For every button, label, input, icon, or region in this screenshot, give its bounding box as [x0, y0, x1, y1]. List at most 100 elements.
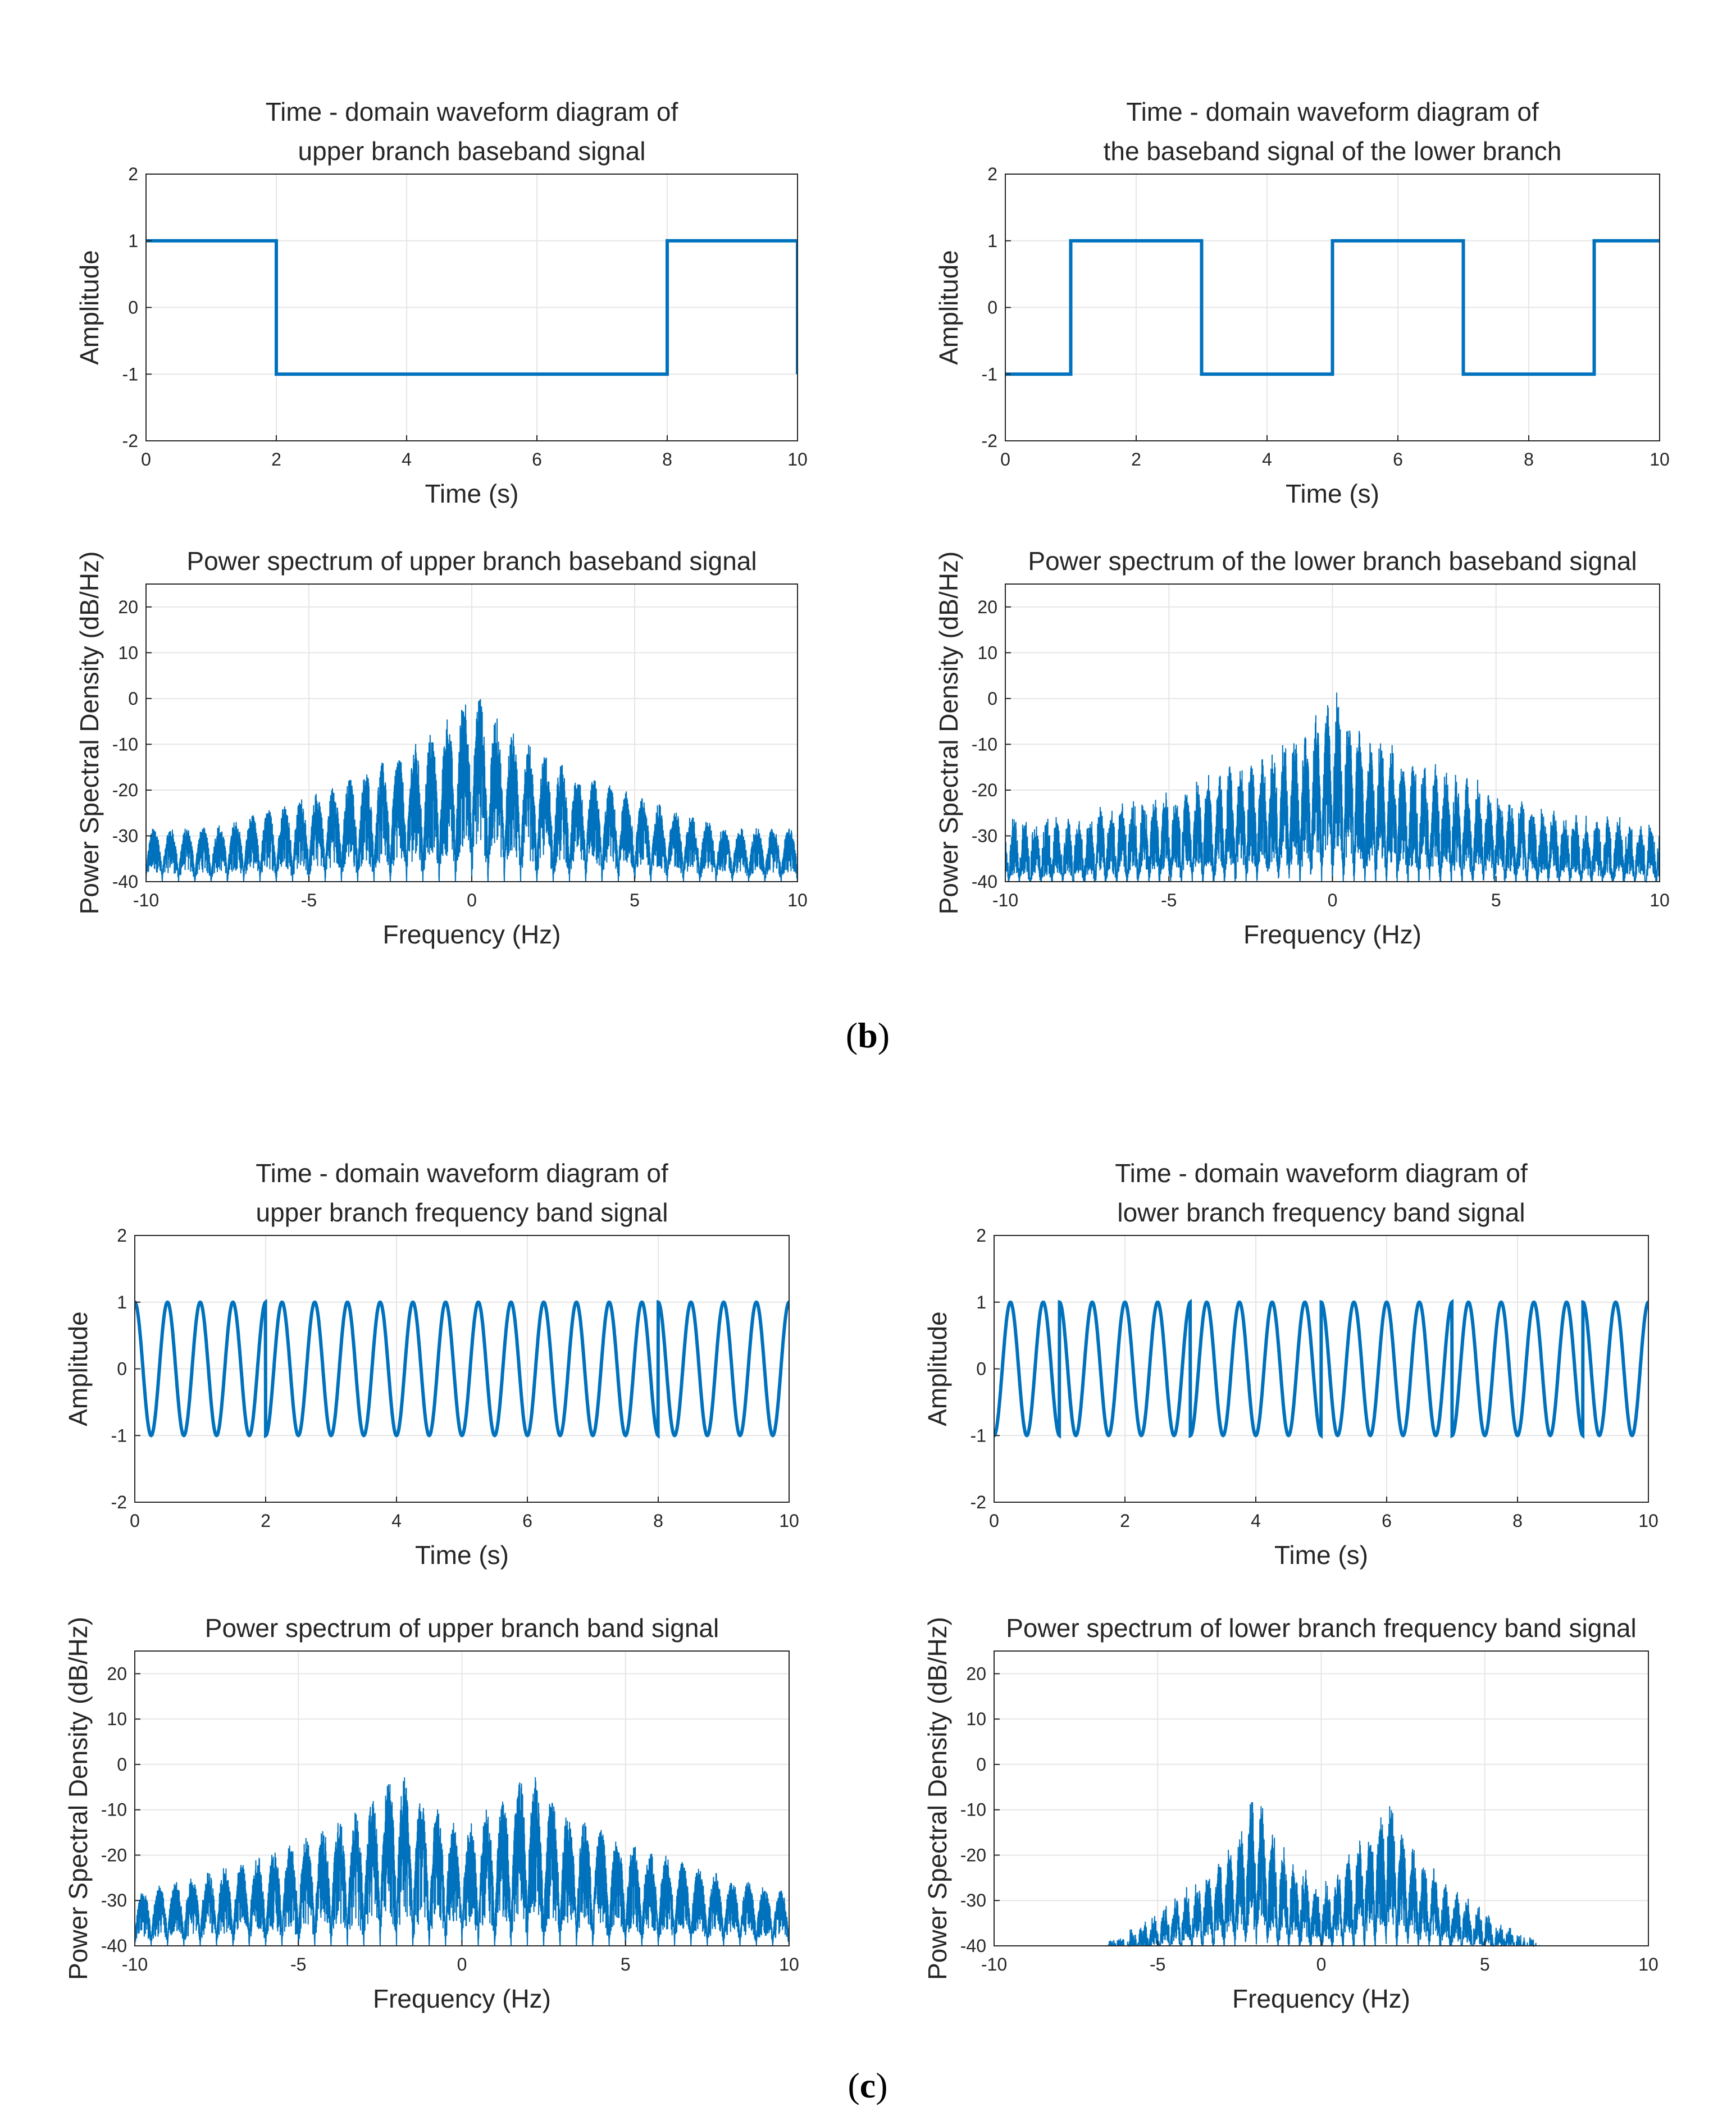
panel-c-upper-time: 0 2 4 6 8 10 -2 -1 0 1 2 Time (s) Amplitude Time - do…	[63, 1159, 799, 1570]
x-tick-label: 5	[1491, 890, 1501, 910]
y-tick-label: -2	[122, 431, 138, 451]
y-tick-label: 1	[976, 1292, 986, 1312]
y-tick-label: 0	[987, 298, 997, 318]
y-axis-label: Power Spectral Density (dB/Hz)	[75, 551, 104, 915]
chart-title-line: Time - domain waveform diagram of	[256, 1159, 668, 1188]
x-tick-label: 10	[779, 1954, 799, 1974]
panel-c-lower-psd: -10 -5 0 5 10 -40 -30 -20 -10 0 10 20 Frequency (Hz)…	[923, 1613, 1658, 2013]
panel-b-lower-time: 0 2 4 6 8 10 -2 -1 0 1 2 Time (s) Amplitude Time - do…	[934, 97, 1670, 508]
chart-title-line: upper branch baseband signal	[298, 136, 646, 166]
x-tick-label: 4	[402, 449, 412, 469]
x-tick-label: 2	[1131, 449, 1141, 469]
y-tick-label: 2	[987, 164, 997, 184]
y-tick-label: 10	[966, 1709, 986, 1729]
y-tick-label: 2	[117, 1225, 127, 1246]
y-axis-label: Amplitude	[934, 250, 963, 365]
chart-title-line: Power spectrum of the lower branch baseb…	[1028, 546, 1637, 576]
y-tick-label: -1	[982, 364, 997, 384]
x-tick-label: 6	[1382, 1511, 1392, 1531]
y-tick-label: -10	[112, 734, 138, 754]
psd-trace	[1005, 692, 1660, 883]
chart-title-line: Power spectrum of upper branch band sign…	[205, 1613, 719, 1643]
chart-title-line: Time - domain waveform diagram of	[1126, 97, 1539, 126]
y-tick-label: -40	[972, 872, 997, 892]
y-tick-label: 0	[128, 688, 138, 709]
x-tick-label: 8	[1524, 449, 1534, 469]
y-tick-label: 1	[987, 231, 997, 251]
y-tick-label: 10	[107, 1709, 127, 1729]
subfigure-label-c: (c)	[848, 2065, 887, 2105]
chart-title-line: the baseband signal of the lower branch	[1104, 136, 1562, 166]
y-tick-label: -2	[970, 1492, 986, 1512]
y-tick-label: -20	[960, 1845, 986, 1865]
y-tick-label: 0	[976, 1754, 986, 1775]
x-tick-label: -5	[290, 1954, 306, 1974]
x-tick-label: 5	[630, 890, 640, 910]
y-axis-label: Amplitude	[75, 250, 104, 365]
x-tick-label: 10	[1650, 890, 1670, 910]
data-layer	[994, 1298, 1648, 1439]
data-layer	[146, 239, 798, 376]
x-tick-label: 2	[271, 449, 281, 469]
y-tick-label: -20	[972, 780, 997, 800]
x-axis-label: Time (s)	[1286, 479, 1379, 508]
y-tick-label: 2	[128, 164, 138, 184]
x-tick-label: 10	[787, 890, 808, 910]
psd-trace	[994, 1802, 1648, 1947]
y-tick-label: -30	[101, 1890, 127, 1910]
x-tick-label: 0	[130, 1511, 140, 1531]
y-tick-label: 2	[976, 1225, 986, 1246]
y-axis-label: Amplitude	[923, 1311, 952, 1426]
x-tick-label: 0	[1316, 1954, 1327, 1974]
x-tick-label: 5	[1480, 1954, 1490, 1974]
x-tick-label: 10	[787, 449, 808, 469]
x-tick-label: 6	[522, 1511, 532, 1531]
y-tick-label: 10	[977, 642, 997, 663]
y-tick-label: -10	[101, 1800, 127, 1820]
panel-c-upper-psd: -10 -5 0 5 10 -40 -30 -20 -10 0 10 20 Frequency (Hz)…	[63, 1613, 799, 2013]
x-tick-label: 5	[621, 1954, 631, 1974]
data-layer	[135, 1298, 789, 1439]
y-tick-label: 10	[118, 642, 138, 663]
y-tick-label: -1	[122, 364, 138, 384]
chart-title-line: lower branch frequency band signal	[1117, 1198, 1525, 1227]
x-tick-label: -5	[1161, 890, 1177, 910]
x-tick-label: 0	[1328, 890, 1338, 910]
y-tick-label: 20	[977, 597, 997, 617]
x-tick-label: 4	[1262, 449, 1272, 469]
x-tick-label: 4	[391, 1511, 402, 1531]
x-axis-label: Frequency (Hz)	[1243, 920, 1421, 949]
x-tick-label: 2	[1120, 1511, 1130, 1531]
x-tick-label: -10	[981, 1954, 1007, 1974]
x-tick-label: 0	[989, 1511, 999, 1531]
x-tick-label: 0	[467, 890, 477, 910]
x-tick-label: -10	[133, 890, 159, 910]
x-tick-label: 2	[261, 1511, 271, 1531]
y-tick-label: -20	[112, 780, 138, 800]
x-tick-label: 0	[457, 1954, 467, 1974]
y-axis-label: Power Spectral Density (dB/Hz)	[934, 551, 963, 915]
y-tick-label: -30	[112, 826, 138, 846]
y-axis-label: Amplitude	[63, 1311, 93, 1426]
y-axis-label: Power Spectral Density (dB/Hz)	[63, 1617, 93, 1980]
panel-b-upper-psd: -10 -5 0 5 10 -40 -30 -20 -10 0 10 20 Frequency (Hz)…	[75, 546, 808, 949]
x-tick-label: 6	[1393, 449, 1403, 469]
x-tick-label: -10	[992, 890, 1018, 910]
y-tick-label: 0	[976, 1359, 986, 1379]
x-axis-label: Time (s)	[425, 479, 519, 508]
y-axis-label: Power Spectral Density (dB/Hz)	[923, 1617, 952, 1980]
chart-title-line: upper branch frequency band signal	[256, 1198, 668, 1227]
y-tick-label: 1	[128, 231, 138, 251]
y-tick-label: -1	[970, 1425, 986, 1445]
x-tick-label: 8	[653, 1511, 663, 1531]
x-tick-label: 10	[1638, 1954, 1658, 1974]
data-layer	[994, 1802, 1648, 1947]
y-tick-label: 20	[107, 1663, 127, 1684]
x-tick-label: 10	[1638, 1511, 1658, 1531]
y-tick-label: -1	[111, 1425, 127, 1445]
x-tick-label: -5	[301, 890, 317, 910]
chart-title-line: Power spectrum of lower branch frequency…	[1006, 1613, 1637, 1643]
x-tick-label: 0	[141, 449, 151, 469]
series-line	[994, 1298, 1648, 1439]
